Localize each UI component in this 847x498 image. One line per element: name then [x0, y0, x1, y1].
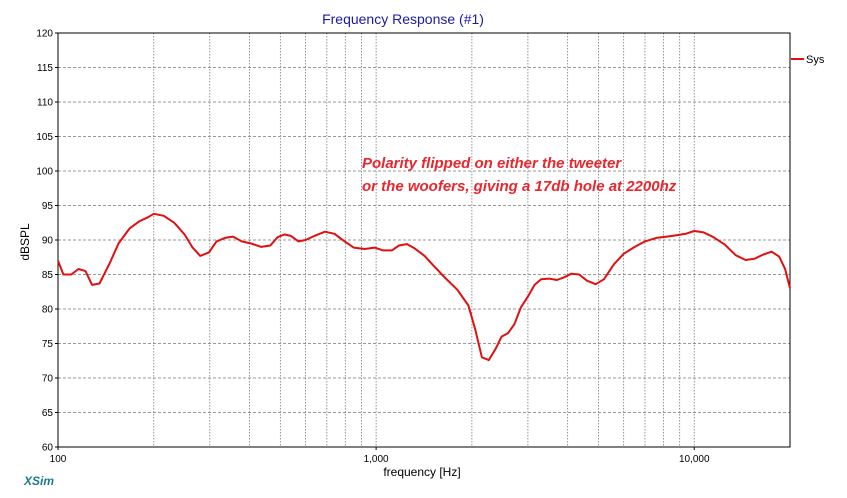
y-tick-label: 100 [36, 167, 53, 178]
y-tick-label: 70 [42, 374, 54, 385]
y-tick-label: 90 [42, 236, 54, 247]
y-tick-label: 95 [42, 201, 54, 212]
y-tick-label: 115 [37, 63, 53, 74]
legend-label-sys: Sys [806, 54, 825, 66]
x-tick-label: 100 [50, 454, 67, 465]
x-axis-label: frequency [Hz] [383, 465, 460, 479]
x-tick-label: 1,000 [364, 454, 389, 465]
annotation-line-2: or the woofers, giving a 17db hole at 22… [362, 178, 677, 195]
y-axis-label: dBSPL [18, 223, 32, 261]
annotation-line-1: Polarity flipped on either the tweeter [362, 155, 622, 172]
y-tick-labels: 60 65 70 75 80 85 90 95 100 105 110 115 120 [36, 29, 58, 454]
y-tick-label: 110 [37, 98, 53, 109]
y-tick-label: 120 [36, 29, 53, 40]
series-line-sys [57, 212, 791, 362]
x-tick-label: 10,000 [679, 454, 710, 465]
legend: Sys [791, 54, 825, 66]
y-tick-label: 105 [36, 132, 53, 143]
y-tick-label: 75 [42, 339, 54, 350]
grid [58, 33, 790, 447]
x-tick-labels: 100 1,000 10,000 [50, 447, 710, 465]
y-tick-label: 60 [42, 443, 54, 454]
y-tick-label: 65 [42, 408, 54, 419]
xsim-brand-label: XSim [23, 474, 54, 488]
y-tick-label: 80 [42, 305, 54, 316]
y-tick-label: 85 [42, 270, 54, 281]
chart-title: Frequency Response (#1) [322, 11, 484, 27]
